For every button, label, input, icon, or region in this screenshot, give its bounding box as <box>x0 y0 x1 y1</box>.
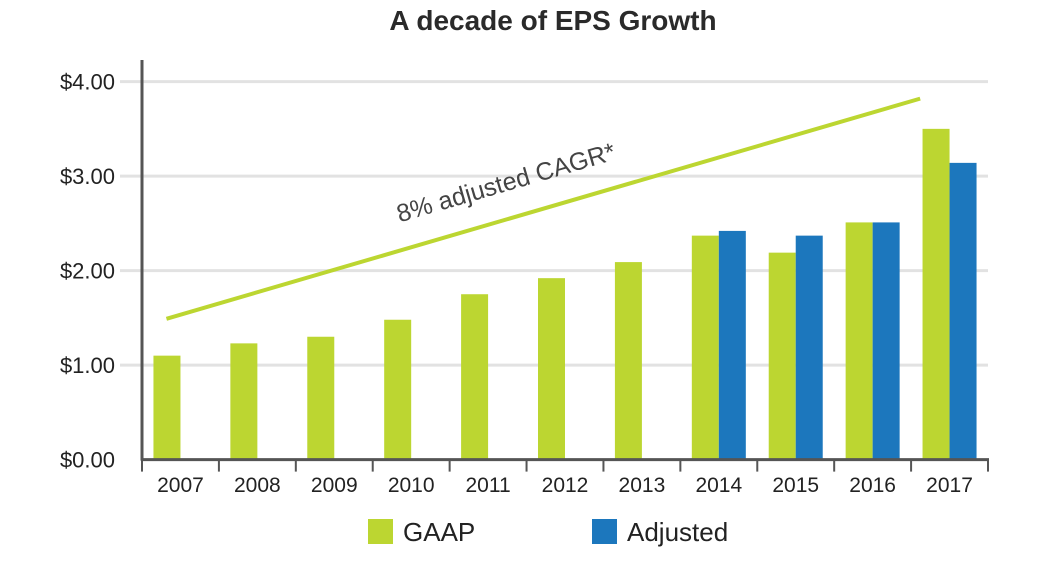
y-tick-label: $4.00 <box>60 70 115 95</box>
bar-gaap-2009 <box>307 336 335 460</box>
bar-gaap-2012 <box>538 278 565 460</box>
bar-gaap-2017 <box>922 128 950 460</box>
legend-label-adjusted: Adjusted <box>627 517 728 547</box>
bar-gaap-2010 <box>384 319 412 460</box>
cagr-trend-line <box>165 96 921 321</box>
legend: GAAP Adjusted <box>368 517 728 547</box>
cagr-annotation: 8% adjusted CAGR* <box>393 138 619 228</box>
bar-gaap-2013 <box>614 262 642 460</box>
bar-adjusted-2014 <box>718 230 746 460</box>
bar-gaap-2015 <box>768 252 796 460</box>
x-tick-label: 2014 <box>695 474 742 497</box>
x-tick-label: 2007 <box>157 474 204 497</box>
bar-gaap-2016 <box>845 222 873 460</box>
x-tick-label: 2012 <box>542 474 589 497</box>
y-tick-label: $2.00 <box>60 259 115 284</box>
bars <box>153 128 977 460</box>
bar-adjusted-2015 <box>795 235 823 460</box>
y-tick-label: $3.00 <box>60 164 115 189</box>
legend-label-gaap: GAAP <box>403 517 475 547</box>
x-tick-label: 2016 <box>849 474 896 497</box>
y-tick-label: $0.00 <box>60 448 115 473</box>
bar-adjusted-2017 <box>949 162 977 460</box>
bar-gaap-2008 <box>230 343 258 460</box>
x-tick-label: 2010 <box>388 474 435 497</box>
x-tick-label: 2011 <box>466 474 511 497</box>
chart-title: A decade of EPS Growth <box>389 5 716 36</box>
legend-swatch-gaap <box>368 519 393 544</box>
bar-adjusted-2016 <box>872 222 900 460</box>
x-tick-label: 2017 <box>926 474 973 497</box>
y-tick-label: $1.00 <box>60 353 115 378</box>
x-tick-label: 2015 <box>772 474 819 497</box>
x-tick-label: 2013 <box>619 474 666 497</box>
x-tick-label: 2009 <box>311 474 358 497</box>
bar-gaap-2011 <box>461 294 489 460</box>
axes: $0.00 $1.00 $2.00 $3.00 $4.00 2007 2008 2009 201… <box>60 60 989 497</box>
x-tick-label: 2008 <box>234 474 281 497</box>
bar-gaap-2007 <box>153 355 181 460</box>
bar-gaap-2014 <box>691 235 719 460</box>
legend-swatch-adjusted <box>592 519 617 544</box>
